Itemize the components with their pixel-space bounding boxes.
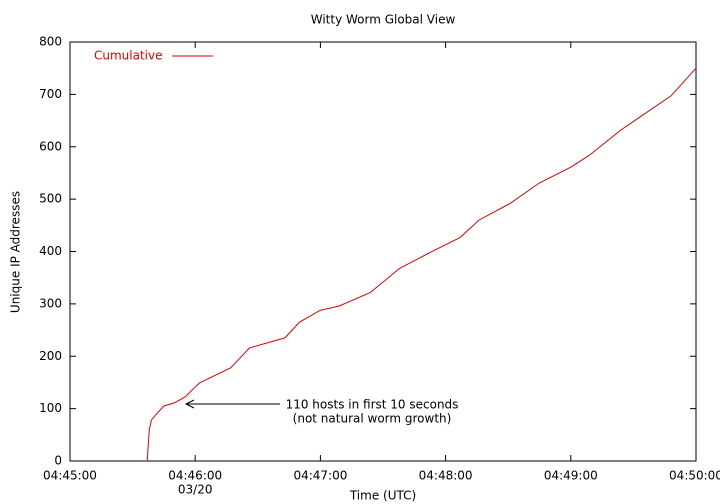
- y-tick-label: 600: [39, 139, 62, 153]
- y-tick-label: 0: [54, 454, 62, 468]
- y-tick-label: 700: [39, 87, 62, 101]
- y-tick-label: 100: [39, 401, 62, 415]
- annotation-text: 110 hosts in first 10 seconds: [286, 398, 459, 412]
- chart-title: Witty Worm Global View: [311, 13, 456, 27]
- x-tick-label: 04:46:00: [168, 469, 222, 483]
- x-tick-label: 04:50:00: [669, 469, 720, 483]
- data-line: [146, 67, 697, 462]
- x-tick-sublabel: 03/20: [178, 483, 213, 497]
- y-axis-label: Unique IP Addresses: [9, 191, 23, 313]
- annotation-text: (not natural worm growth): [293, 412, 452, 426]
- y-tick-label: 200: [39, 349, 62, 363]
- x-axis-label: Time (UTC): [349, 489, 416, 503]
- x-tick-label: 04:47:00: [293, 469, 347, 483]
- legend-label: Cumulative: [94, 49, 163, 63]
- y-tick-label: 300: [39, 296, 62, 310]
- x-tick-label: 04:48:00: [419, 469, 473, 483]
- annotation-arrowhead: [184, 399, 195, 409]
- y-tick-label: 800: [39, 35, 62, 49]
- y-tick-label: 400: [39, 244, 62, 258]
- y-tick-label: 500: [39, 192, 62, 206]
- x-tick-label: 04:49:00: [544, 469, 598, 483]
- x-tick-label: 04:45:00: [43, 469, 97, 483]
